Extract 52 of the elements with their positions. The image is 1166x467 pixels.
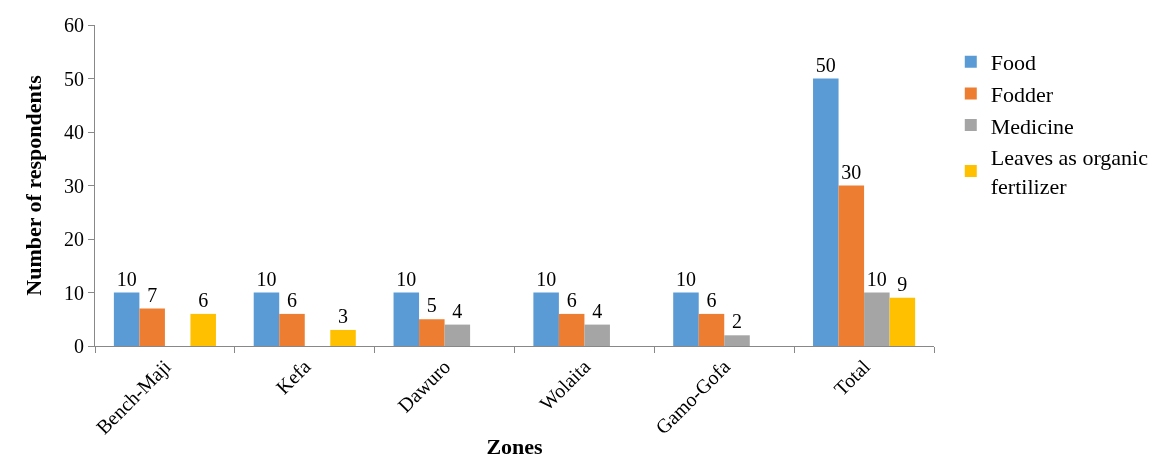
data-label: 10	[866, 267, 887, 290]
bar	[393, 292, 420, 346]
y-tick-label: 20	[64, 228, 84, 250]
bar	[330, 329, 356, 346]
bar	[584, 324, 610, 346]
data-label: 5	[426, 294, 437, 317]
data-label: 9	[897, 272, 908, 295]
bar	[698, 313, 725, 346]
y-tick-label: 10	[64, 281, 84, 304]
data-label: 10	[396, 267, 417, 290]
bar	[558, 313, 585, 346]
bar	[190, 313, 216, 346]
x-tick-label: Kefa	[271, 355, 315, 399]
y-tick-label: 0	[74, 335, 84, 357]
data-label: 7	[147, 283, 158, 306]
legend-label: Fodder	[990, 82, 1054, 108]
x-axis-title: Zones	[486, 434, 544, 460]
data-label: 6	[566, 288, 577, 311]
data-label: 10	[256, 267, 277, 290]
bar	[279, 313, 305, 346]
y-tick-label: 60	[64, 14, 84, 36]
bar	[673, 292, 699, 346]
bar	[864, 292, 890, 346]
bar	[889, 297, 916, 346]
data-label: 10	[675, 267, 696, 290]
data-label: 4	[592, 299, 603, 322]
data-label: 4	[452, 299, 463, 322]
bar	[444, 324, 471, 346]
data-label: 6	[198, 288, 209, 311]
data-label: 3	[338, 304, 349, 327]
bar	[419, 319, 445, 346]
bar	[813, 78, 839, 346]
y-tick-label: 40	[64, 121, 84, 143]
bar	[533, 292, 559, 346]
legend-label: Leaves as organic fertilizer	[990, 145, 1149, 199]
y-tick-label: 30	[64, 174, 84, 197]
bar	[724, 335, 750, 346]
bar	[838, 185, 865, 346]
legend-label: Food	[990, 50, 1037, 76]
data-label: 50	[815, 53, 836, 76]
y-axis-title: Number of respondents	[21, 74, 46, 296]
data-label: 10	[116, 267, 137, 290]
data-label: 6	[706, 288, 717, 311]
data-label: 2	[732, 310, 743, 333]
bar	[113, 292, 140, 346]
legend-label: Medicine	[990, 113, 1074, 139]
y-tick-label: 50	[64, 67, 84, 90]
data-label: 30	[841, 160, 862, 183]
bar	[139, 308, 165, 346]
data-label: 10	[536, 267, 557, 290]
bar	[253, 292, 280, 346]
data-label: 6	[286, 288, 297, 311]
